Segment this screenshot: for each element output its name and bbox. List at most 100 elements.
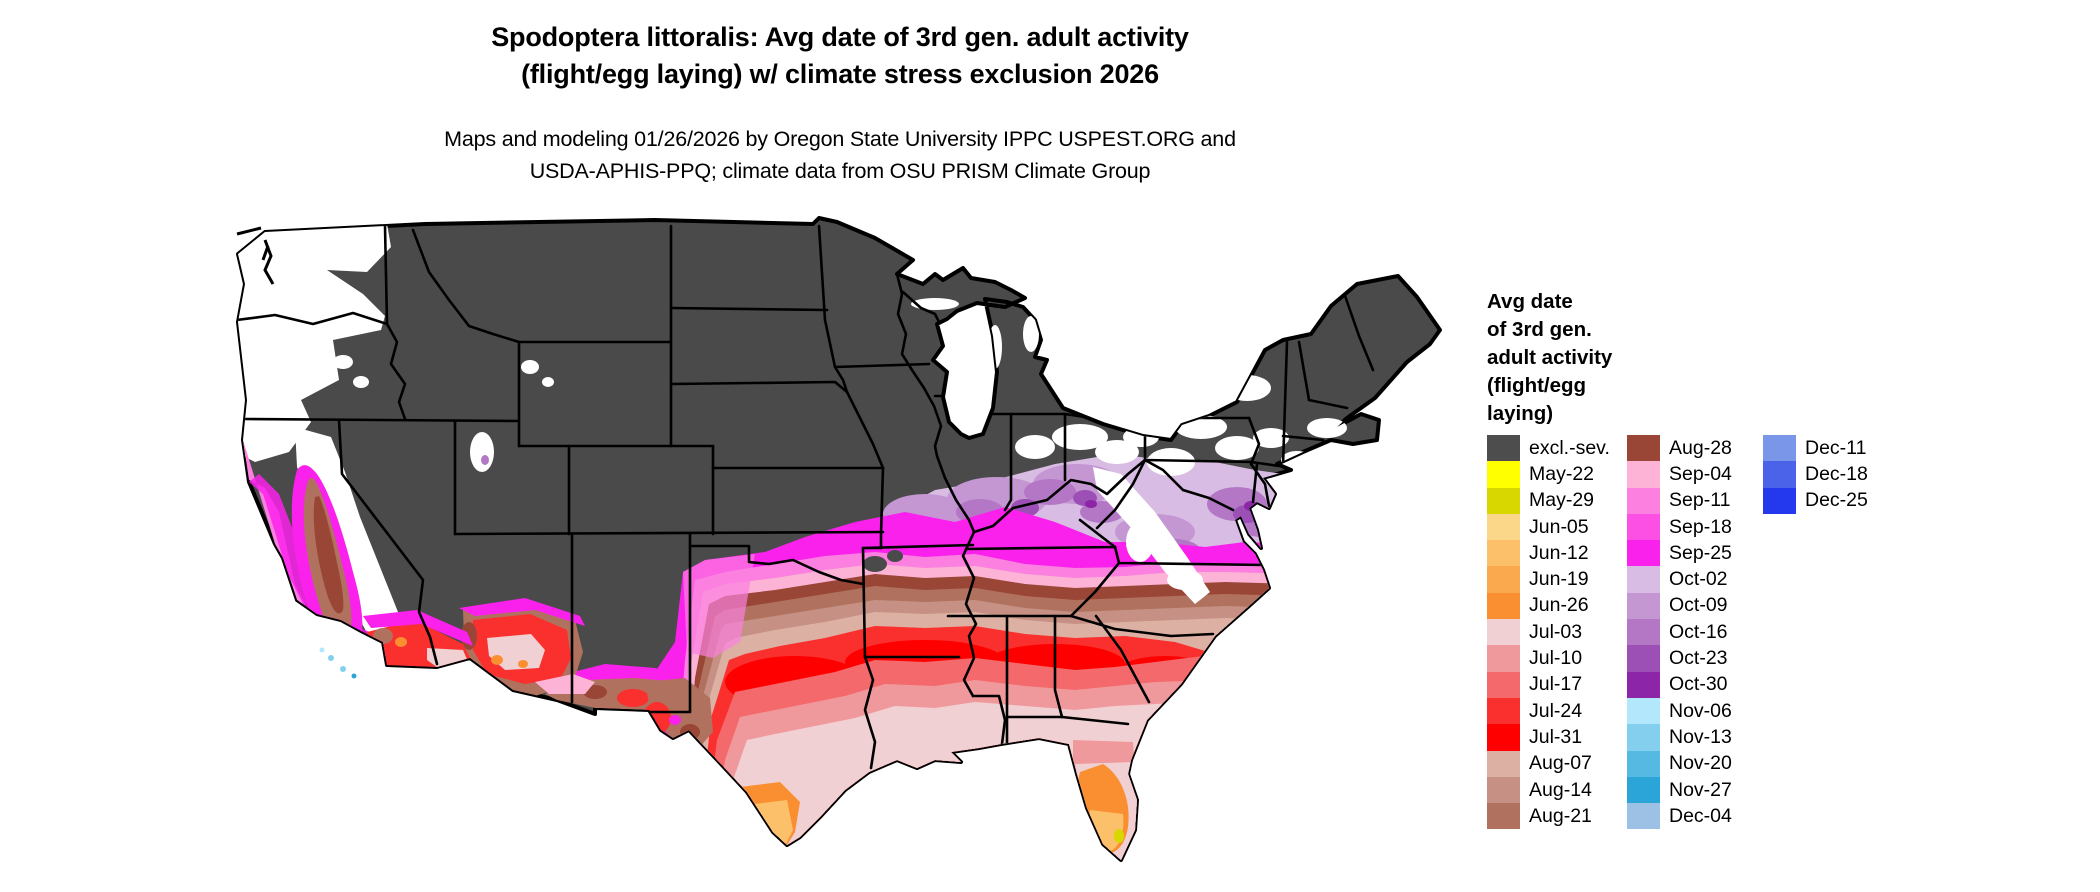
legend-swatch: [1627, 592, 1660, 620]
legend-row-sep-04: Sep-04: [1627, 461, 1732, 488]
legend-label: May-22: [1529, 462, 1595, 485]
legend-row-jul-17: Jul-17: [1487, 671, 1610, 698]
legend-label: Sep-25: [1669, 541, 1732, 564]
legend-row-sep-18: Sep-18: [1627, 513, 1732, 541]
legend-swatch: [1763, 435, 1796, 462]
legend-label: Oct-23: [1669, 647, 1728, 670]
legend-swatch: [1627, 461, 1660, 488]
legend-label: Dec-25: [1805, 489, 1868, 512]
legend-label: Dec-18: [1805, 462, 1868, 485]
legend-row-jun-05: Jun-05: [1487, 513, 1610, 541]
legend-column-3: Dec-11 Dec-18 Dec-25: [1763, 435, 1868, 514]
legend-label: Jul-24: [1529, 699, 1583, 722]
legend-row-may-22: May-22: [1487, 461, 1610, 488]
legend-row-sep-11: Sep-11: [1627, 487, 1732, 514]
legend-row-may-29: May-29: [1487, 487, 1610, 514]
legend-label: Jun-12: [1529, 541, 1589, 564]
legend-label: Jul-17: [1529, 673, 1583, 696]
legend-row-jul-10: Jul-10: [1487, 645, 1610, 672]
legend-swatch: [1627, 724, 1660, 751]
legend-row-jun-26: Jun-26: [1487, 592, 1610, 620]
legend-swatch: [1487, 750, 1520, 777]
legend-label: Nov-06: [1669, 699, 1732, 722]
map-subtitle-line1: Maps and modeling 01/26/2026 by Oregon S…: [444, 127, 1236, 151]
legend-swatch: [1627, 697, 1660, 725]
offshore-islands: [319, 647, 357, 679]
legend-swatch: [1627, 803, 1660, 830]
legend-swatch: [1487, 540, 1520, 567]
legend-label: Dec-11: [1805, 436, 1867, 459]
legend-label: Nov-13: [1669, 725, 1732, 748]
legend-swatch: [1627, 776, 1660, 804]
legend-column-2: Aug-28 Sep-04 Sep-11 Sep-18 Sep-25 Oct-02 Oct-…: [1627, 435, 1732, 830]
us-activity-map: [235, 212, 1465, 888]
legend-label: Jun-26: [1529, 594, 1589, 617]
legend-swatch: [1627, 750, 1660, 777]
legend-row-dec-11: Dec-11: [1763, 435, 1868, 462]
legend-label: Nov-20: [1669, 752, 1732, 775]
legend-row-jun-12: Jun-12: [1487, 540, 1610, 567]
legend-label: Jul-31: [1529, 725, 1583, 748]
legend-label: Jul-03: [1529, 620, 1583, 643]
legend-swatch: [1487, 803, 1520, 830]
legend-swatch: [1763, 461, 1796, 488]
legend-swatch: [1487, 513, 1520, 541]
legend-swatch: [1627, 671, 1660, 698]
legend-row-nov-20: Nov-20: [1627, 750, 1732, 777]
legend-row-jul-24: Jul-24: [1487, 697, 1610, 725]
legend-swatch: [1487, 619, 1520, 646]
legend-row-dec-04: Dec-04: [1627, 803, 1732, 830]
legend-row-oct-09: Oct-09: [1627, 592, 1732, 620]
legend-row-jul-03: Jul-03: [1487, 619, 1610, 646]
legend-label: Oct-09: [1669, 594, 1728, 617]
legend-row-nov-06: Nov-06: [1627, 697, 1732, 725]
legend-swatch: [1627, 435, 1660, 462]
legend-row-dec-18: Dec-18: [1763, 461, 1868, 488]
coastal-detail-lines: [236, 226, 275, 285]
legend-label: Jul-10: [1529, 647, 1583, 670]
legend-column-1: excl.-sev. May-22 May-29 Jun-05 Jun-12 Jun-19…: [1487, 435, 1610, 830]
legend-label: May-29: [1529, 489, 1595, 512]
legend-swatch: [1627, 487, 1660, 514]
legend-swatch: [1487, 724, 1520, 751]
legend-label: excl.-sev.: [1529, 436, 1610, 459]
legend-label: Jun-05: [1529, 515, 1589, 538]
legend-swatch: [1763, 487, 1796, 514]
legend-swatch: [1487, 592, 1520, 620]
map-subtitle-line2: USDA-APHIS-PPQ; climate data from OSU PR…: [529, 159, 1151, 183]
legend-swatch: [1487, 671, 1520, 698]
legend-label: Nov-27: [1669, 778, 1732, 801]
legend-swatch: [1487, 461, 1520, 488]
legend-row-nov-13: Nov-13: [1627, 724, 1732, 751]
legend-label: Oct-16: [1669, 620, 1728, 643]
legend-row-dec-25: Dec-25: [1763, 487, 1868, 514]
legend-row-oct-02: Oct-02: [1627, 566, 1732, 593]
legend-row-oct-30: Oct-30: [1627, 671, 1732, 698]
legend-swatch: [1627, 540, 1660, 567]
legend-label: Oct-30: [1669, 673, 1728, 696]
us-map-svg: [236, 216, 1442, 862]
legend-label: Aug-28: [1669, 436, 1732, 459]
legend-row-oct-23: Oct-23: [1627, 645, 1732, 672]
map-title-line2: (flight/egg laying) w/ climate stress ex…: [521, 59, 1159, 89]
legend-swatch: [1487, 435, 1520, 462]
legend-swatch: [1627, 566, 1660, 593]
map-title-line1: Spodoptera littoralis: Avg date of 3rd g…: [491, 22, 1189, 52]
legend-row-sep-25: Sep-25: [1627, 540, 1732, 567]
legend-row-jul-31: Jul-31: [1487, 724, 1610, 751]
legend-label: Aug-07: [1529, 752, 1592, 775]
legend-swatch: [1487, 487, 1520, 514]
legend-row-excl-sev-: excl.-sev.: [1487, 435, 1610, 462]
legend-row-aug-07: Aug-07: [1487, 750, 1610, 777]
legend-label: Aug-14: [1529, 778, 1592, 801]
legend-label: Jun-19: [1529, 568, 1589, 591]
legend-row-oct-16: Oct-16: [1627, 619, 1732, 646]
legend-swatch: [1487, 645, 1520, 672]
legend-title: Avg date of 3rd gen. adult activity (fli…: [1487, 290, 1613, 425]
legend-label: Aug-21: [1529, 804, 1592, 827]
legend-label: Dec-04: [1669, 804, 1732, 827]
legend-label: Oct-02: [1669, 568, 1728, 591]
legend-swatch: [1487, 776, 1520, 804]
legend-swatch: [1627, 645, 1660, 672]
legend-swatch: [1627, 513, 1660, 541]
